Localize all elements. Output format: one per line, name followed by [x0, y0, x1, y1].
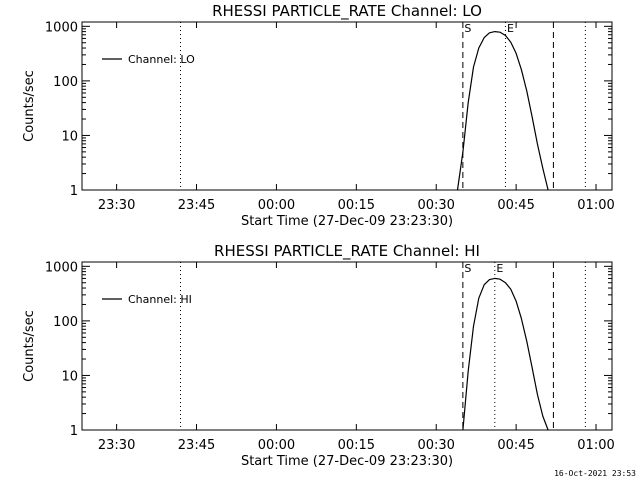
y-tick-label: 100	[53, 315, 78, 330]
x-tick-label: 00:30	[417, 198, 454, 213]
y-tick-label: 1	[70, 424, 78, 439]
y-axis-label: Counts/sec	[22, 310, 37, 382]
x-tick-label: 00:00	[258, 198, 295, 213]
y-tick-label: 1000	[45, 20, 78, 35]
x-axis-label: Start Time (27-Dec-09 23:23:30)	[241, 454, 453, 469]
chart-title: RHESSI PARTICLE_RATE Channel: LO	[212, 2, 482, 21]
x-tick-label: 00:45	[497, 438, 534, 453]
x-tick-label: 01:00	[577, 198, 614, 213]
x-tick-label: 23:45	[178, 438, 215, 453]
plot-frame	[81, 261, 613, 431]
x-tick-label: 23:45	[178, 198, 215, 213]
x-axis-label: Start Time (27-Dec-09 23:23:30)	[241, 214, 453, 229]
chart-panel-lo: RHESSI PARTICLE_RATE Channel: LO 23:30 23:…	[22, 2, 615, 229]
chart-panel-hi: RHESSI PARTICLE_RATE Channel: HI 23:30 23:…	[22, 242, 615, 469]
legend-label: Channel: LO	[128, 53, 195, 66]
chart-title: RHESSI PARTICLE_RATE Channel: HI	[214, 242, 480, 261]
timestamp-label: 16-Oct-2021 23:53	[554, 469, 636, 478]
x-tick-label: 00:00	[258, 438, 295, 453]
y-axis-label: Counts/sec	[22, 70, 37, 142]
x-tick-label: 00:45	[497, 198, 534, 213]
x-tick-label: 00:30	[417, 438, 454, 453]
x-tick-label: 23:30	[98, 198, 135, 213]
x-tick-label: 00:15	[338, 198, 375, 213]
y-tick-label: 1	[70, 184, 78, 199]
marker-label: E	[496, 262, 503, 275]
series-line	[462, 277, 549, 431]
y-tick-label: 1000	[45, 260, 78, 275]
y-tick-label: 10	[61, 369, 78, 384]
plot-frame	[81, 21, 613, 191]
marker-label: S	[464, 262, 471, 275]
x-tick-label: 00:15	[338, 438, 375, 453]
marker-label: E	[507, 22, 514, 35]
y-tick-label: 100	[53, 75, 78, 90]
marker-label: S	[464, 22, 471, 35]
x-tick-label: 01:00	[577, 438, 614, 453]
x-tick-label: 23:30	[98, 438, 135, 453]
y-tick-label: 10	[61, 129, 78, 144]
series-line	[456, 31, 549, 191]
legend-label: Channel: HI	[128, 293, 192, 306]
